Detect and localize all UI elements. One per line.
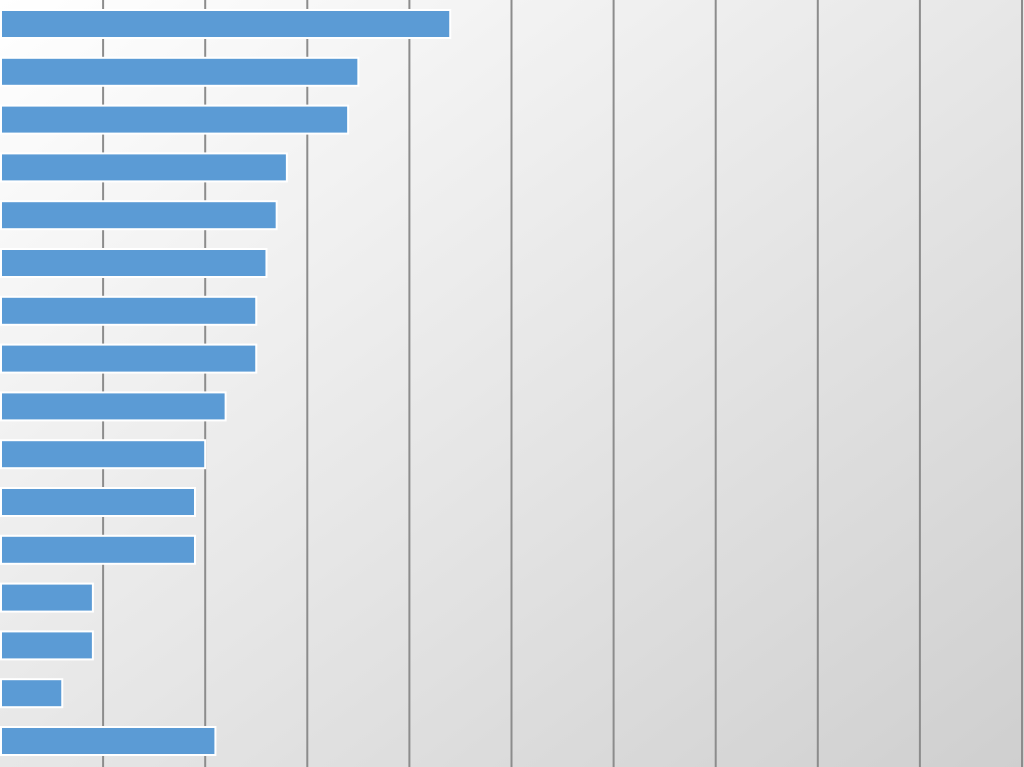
bar [0,487,196,517]
bar [0,343,258,374]
bar [0,295,258,326]
bar [0,200,278,231]
bar [0,534,196,565]
bar [0,56,360,87]
bars [0,9,452,756]
bar [0,439,207,470]
bar [0,726,217,756]
bar [0,152,288,183]
bar [0,391,227,422]
bar [0,9,452,39]
bar [0,104,350,135]
bar [0,678,64,709]
bar [0,630,94,661]
bar [0,248,268,278]
bar [0,582,94,613]
